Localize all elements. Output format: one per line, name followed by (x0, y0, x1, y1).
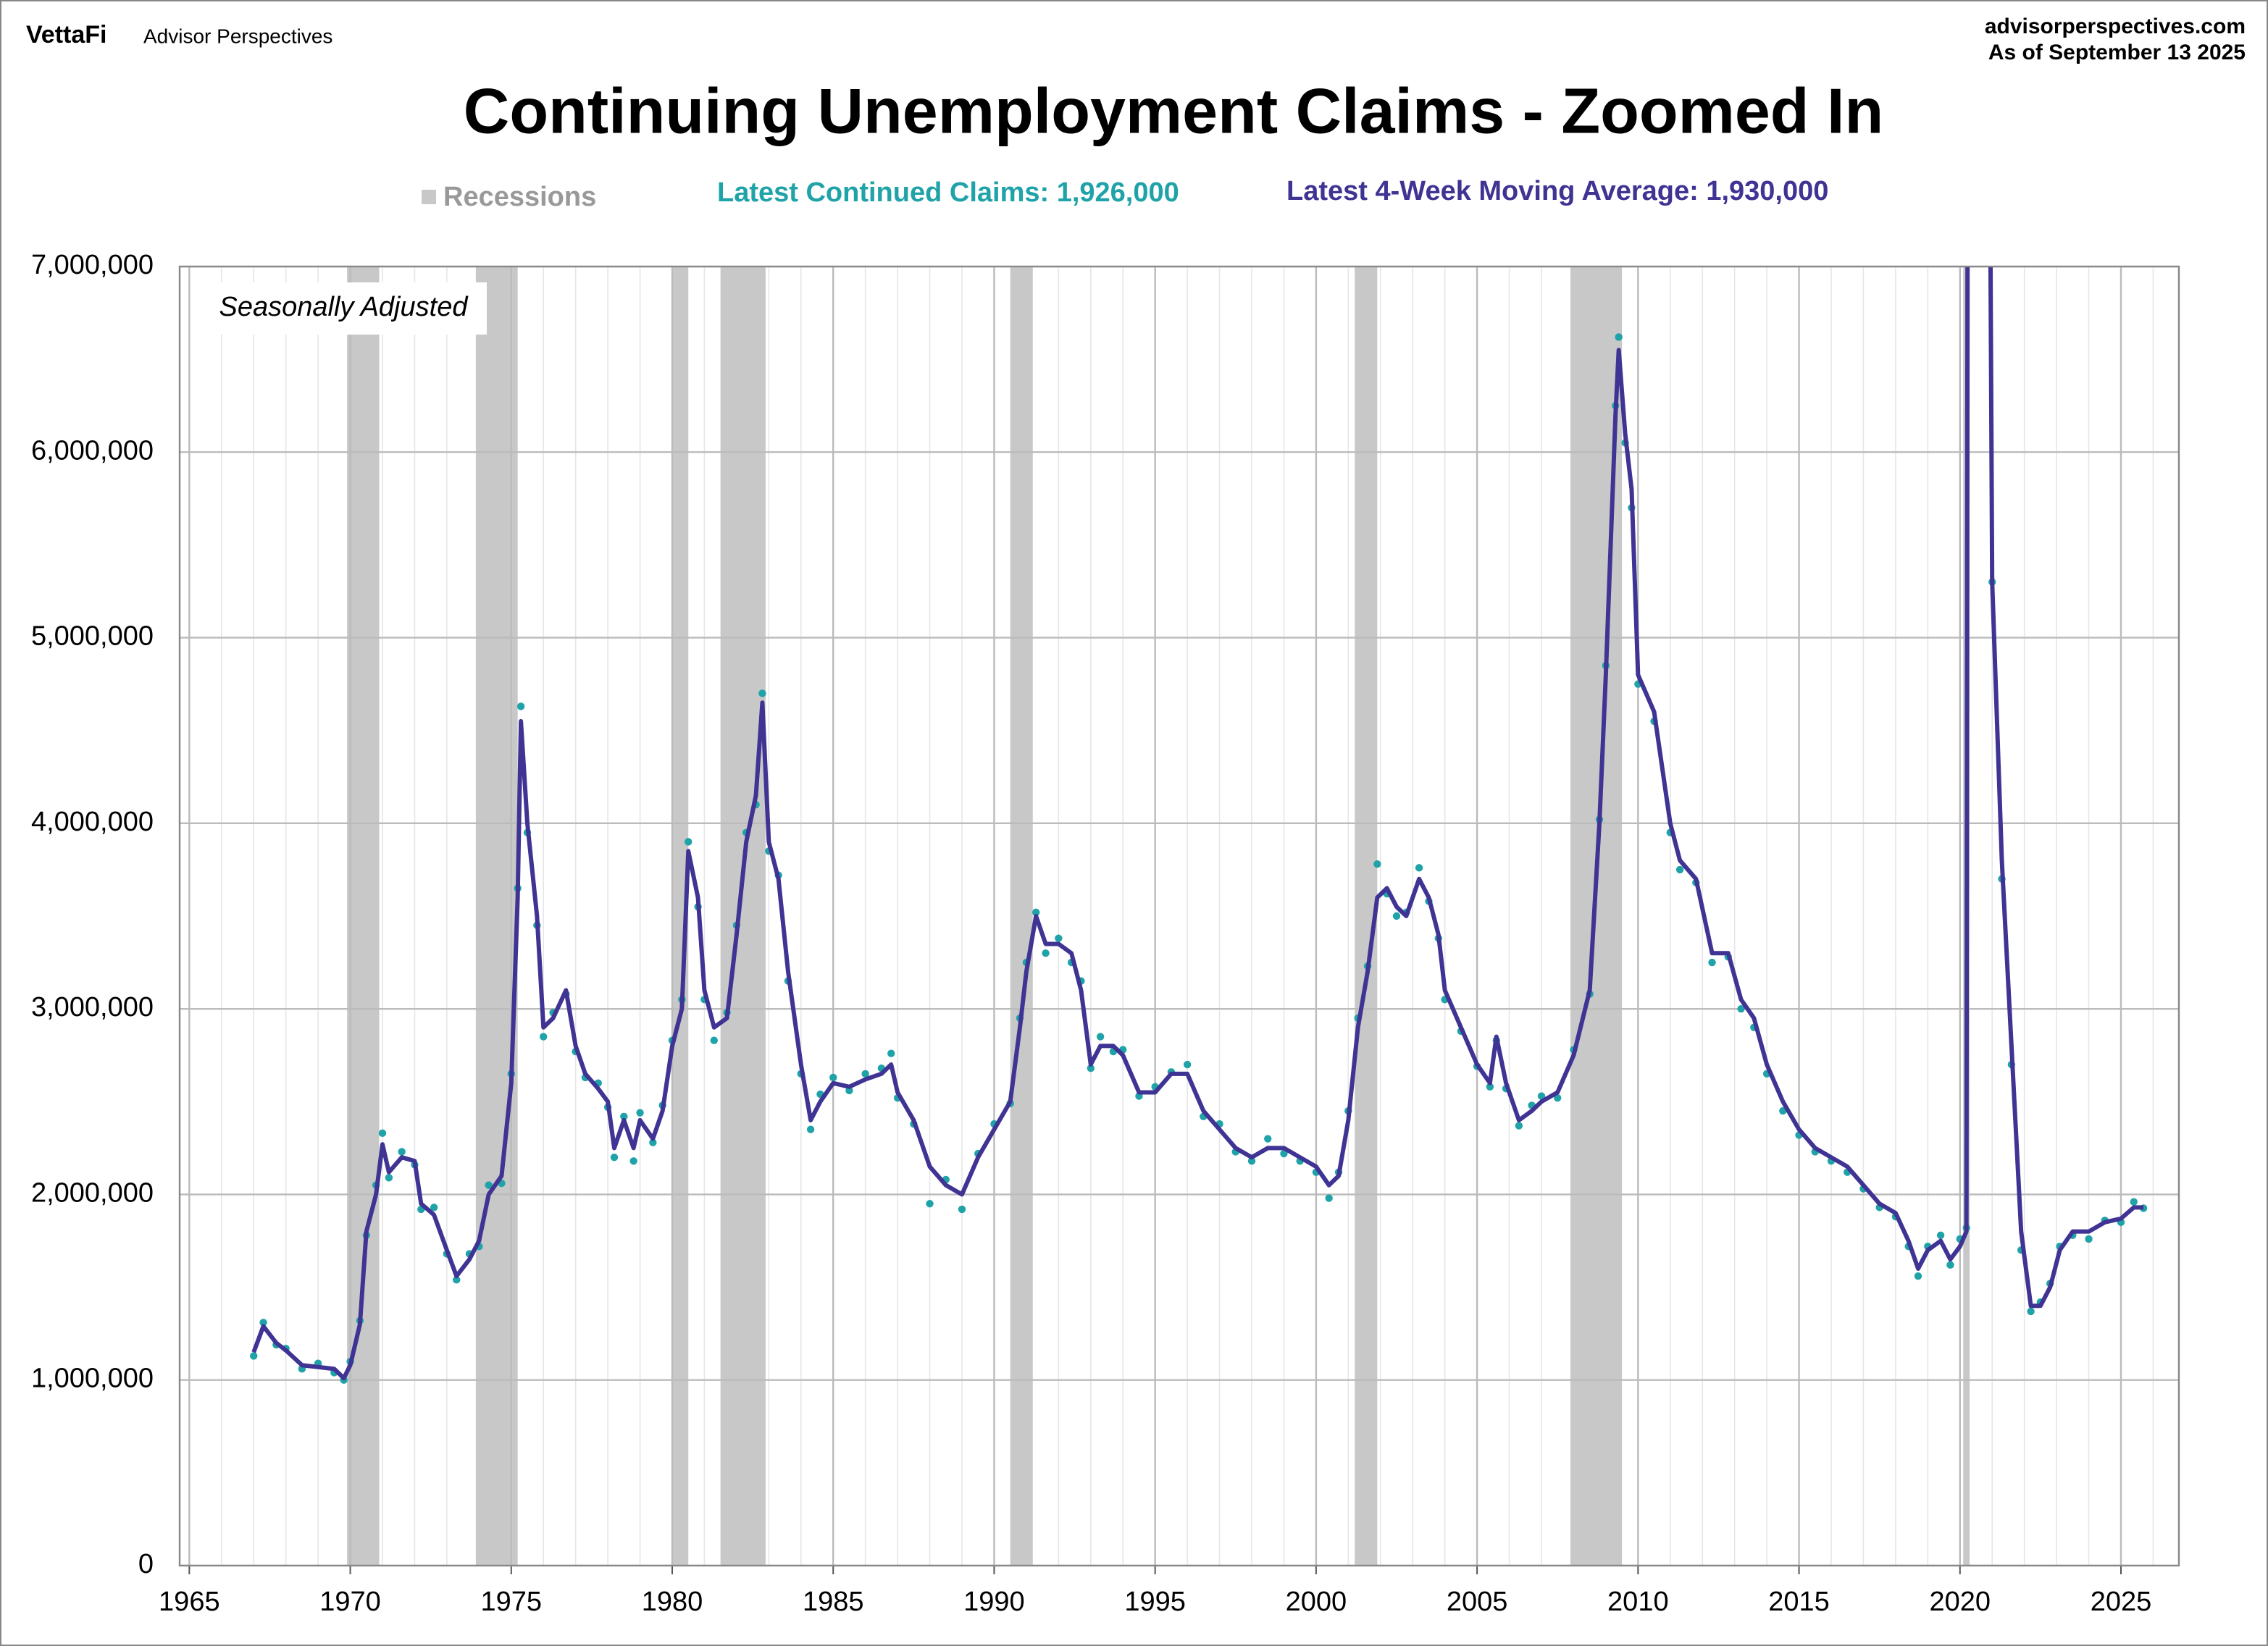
y-tick-label: 7,000,000 (31, 250, 154, 280)
claims-point (958, 1205, 966, 1214)
claims-point (1675, 865, 1684, 874)
x-tick-label: 2005 (1447, 1587, 1508, 1617)
as-of: As of September 13 2025 (1988, 41, 2246, 64)
legend-recessions: Recessions (443, 182, 596, 212)
y-tick-label: 6,000,000 (31, 435, 154, 466)
claims-point (1415, 864, 1423, 872)
claims-point (649, 1138, 657, 1146)
claims-point (1486, 1083, 1494, 1091)
claims-point (430, 1204, 438, 1212)
claims-point (861, 1070, 869, 1078)
claims-point (1708, 958, 1716, 967)
recession-band (720, 266, 766, 1566)
claims-point (2027, 1307, 2035, 1316)
claims-point (1264, 1135, 1272, 1143)
x-tick-label: 1970 (319, 1587, 381, 1617)
claims-point (516, 702, 525, 710)
claims-point (758, 689, 766, 697)
recession-band (347, 266, 380, 1566)
claims-point (629, 1157, 637, 1165)
y-tick-label: 2,000,000 (31, 1177, 154, 1208)
claims-point (453, 1276, 461, 1284)
chart-title: Continuing Unemployment Claims - Zoomed … (464, 75, 1883, 146)
claims-point (1247, 1157, 1256, 1165)
x-tick-label: 1985 (803, 1587, 864, 1617)
claims-point (887, 1049, 895, 1057)
y-tick-label: 3,000,000 (31, 992, 154, 1023)
claims-point (1737, 1004, 1745, 1013)
claims-point (1515, 1122, 1523, 1130)
claims-point (540, 1033, 548, 1041)
x-tick-label: 1980 (642, 1587, 703, 1617)
claims-point (1042, 949, 1050, 957)
annotation-latest-ma: Latest 4-Week Moving Average: 1,930,000 (1286, 176, 1828, 206)
note-box (200, 282, 487, 335)
axes: 0 1,000,000 2,000,000 3,000,000 4,000,000 5,0… (31, 250, 2180, 1617)
claims-point (1392, 912, 1401, 920)
x-tick-label: 2000 (1286, 1587, 1347, 1617)
claims-point (485, 1181, 493, 1189)
x-tick-label: 2010 (1607, 1587, 1669, 1617)
claims-point (1096, 1033, 1105, 1041)
claims-point (620, 1112, 628, 1120)
y-tick-label: 1,000,000 (31, 1364, 154, 1394)
recession-band (672, 266, 689, 1566)
y-tick-label: 5,000,000 (31, 621, 154, 652)
plot-area (180, 266, 2179, 1566)
x-tick-label: 1965 (159, 1587, 220, 1617)
claims-point (1914, 1272, 1922, 1280)
claims-point (1537, 1092, 1546, 1100)
claims-point (1055, 934, 1063, 942)
claims-point (845, 1086, 853, 1095)
site: advisorperspectives.com (1985, 14, 2246, 38)
x-tick-label: 2015 (1768, 1587, 1830, 1617)
x-tick-label: 1990 (963, 1587, 1025, 1617)
claims-point (636, 1109, 644, 1117)
annotation-latest-claims: Latest Continued Claims: 1,926,000 (717, 177, 1179, 208)
y-tick-label: 0 (138, 1549, 154, 1579)
claims-point (1087, 1064, 1095, 1072)
claims-point (1554, 1093, 1562, 1102)
recession-band (1010, 266, 1033, 1566)
claims-point (398, 1148, 406, 1156)
claims-point (926, 1200, 934, 1208)
legend-swatch (422, 190, 436, 204)
x-tick-label: 2025 (2091, 1587, 2152, 1617)
claims-point (806, 1125, 815, 1133)
claims-point (829, 1073, 837, 1082)
claims-point (1280, 1149, 1288, 1158)
brand: VettaFi (26, 21, 106, 49)
brand-sub: Advisor Perspectives (143, 25, 332, 47)
claims-point (1946, 1261, 1954, 1269)
moving-average-line (251, 266, 2144, 1381)
x-tick-label: 1995 (1124, 1587, 1186, 1617)
x-tick-label: 1975 (481, 1587, 543, 1617)
claims-point (685, 838, 692, 846)
plot-border (178, 265, 2180, 1567)
claims-point (1615, 333, 1623, 341)
claims-point (1936, 1231, 1945, 1240)
x-tick-label: 2020 (1930, 1587, 1991, 1617)
claims-point (378, 1129, 387, 1138)
claims-point (259, 1319, 267, 1327)
note: Seasonally Adjusted (219, 292, 469, 322)
claims-point (385, 1174, 393, 1182)
claims-point (710, 1036, 718, 1044)
claims-point (250, 1352, 258, 1360)
claims-point (610, 1153, 619, 1162)
claims-point (1373, 860, 1381, 868)
claims-point (2130, 1198, 2138, 1206)
claims-point (1032, 908, 1040, 917)
y-tick-label: 4,000,000 (31, 807, 154, 837)
claims-point (1325, 1194, 1333, 1202)
claims-point (2085, 1235, 2093, 1243)
claims-point (1183, 1060, 1192, 1069)
